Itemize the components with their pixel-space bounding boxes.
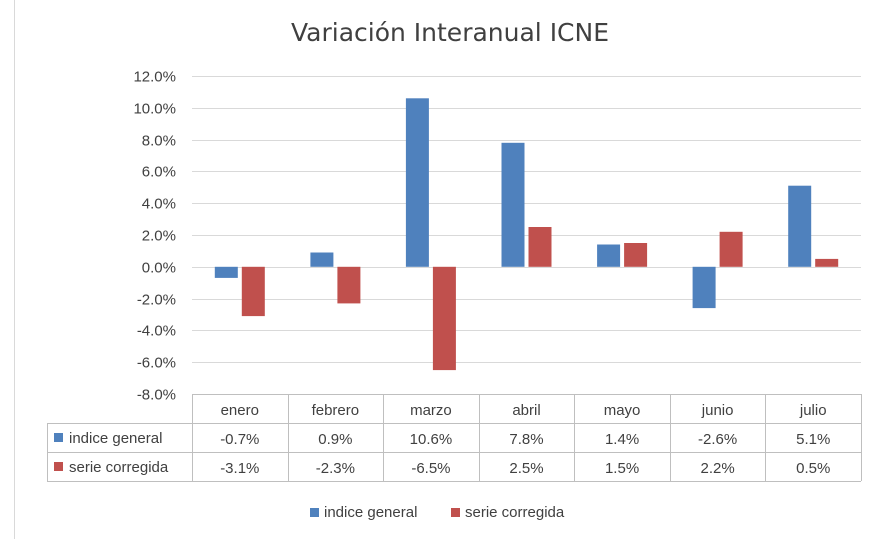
bar-indice-general-abril xyxy=(501,142,525,267)
chart-title: Variación Interanual ICNE xyxy=(291,18,609,47)
y-tick-label: -4.0% xyxy=(137,323,176,340)
category-label: febrero xyxy=(312,402,360,419)
frame-left-border xyxy=(14,0,15,539)
bar-indice-general-junio xyxy=(692,266,716,309)
legend: indice general serie corregida xyxy=(310,504,565,521)
y-tick-label: 6.0% xyxy=(142,164,176,181)
bar-indice-general-julio xyxy=(788,185,812,267)
legend-label: indice general xyxy=(324,504,417,521)
category-label: mayo xyxy=(604,402,641,419)
bars xyxy=(214,98,839,371)
y-tick-label: 12.0% xyxy=(133,69,176,86)
y-tick-label: -2.0% xyxy=(137,292,176,309)
bar-serie-corregida-febrero xyxy=(337,266,361,304)
table-value: 5.1% xyxy=(796,431,830,448)
table-value: 2.5% xyxy=(509,460,543,477)
gridlines xyxy=(192,76,861,395)
table-value: -2.3% xyxy=(316,460,355,477)
y-tick-label: -8.0% xyxy=(137,387,176,404)
table-legend-key xyxy=(54,433,63,442)
y-tick-label: 2.0% xyxy=(142,228,176,245)
legend-key xyxy=(310,508,319,517)
bar-serie-corregida-mayo xyxy=(624,243,648,267)
data-table: enero febrero marzo abril mayo junio julio indi… xyxy=(47,394,862,482)
category-label: junio xyxy=(701,402,734,419)
y-axis-ticks: 12.0% 10.0% 8.0% 6.0% 4.0% 2.0% 0.0% -2.0% -4.0%… xyxy=(133,69,176,404)
bar-serie-corregida-abril xyxy=(528,227,552,267)
bar-serie-corregida-julio xyxy=(815,258,839,267)
bar-serie-corregida-enero xyxy=(241,266,265,317)
table-value: 7.8% xyxy=(509,431,543,448)
bar-serie-corregida-marzo xyxy=(432,266,456,371)
table-value: 1.4% xyxy=(605,431,639,448)
table-legend-key xyxy=(54,462,63,471)
y-tick-label: -6.0% xyxy=(137,355,176,372)
table-value: -6.5% xyxy=(411,460,450,477)
table-value: -0.7% xyxy=(220,431,259,448)
category-label: julio xyxy=(799,402,827,419)
y-tick-label: 4.0% xyxy=(142,196,176,213)
table-value: -2.6% xyxy=(698,431,737,448)
table-series-name: indice general xyxy=(69,430,162,447)
y-tick-label: 0.0% xyxy=(142,260,176,277)
legend-label: serie corregida xyxy=(465,504,565,521)
table-value: 1.5% xyxy=(605,460,639,477)
bar-indice-general-mayo xyxy=(597,244,621,267)
category-label: enero xyxy=(221,402,259,419)
table-value: 0.9% xyxy=(318,431,352,448)
category-label: abril xyxy=(512,402,540,419)
table-value: 2.2% xyxy=(701,460,735,477)
table-value: 0.5% xyxy=(796,460,830,477)
table-value: -3.1% xyxy=(220,460,259,477)
legend-key xyxy=(451,508,460,517)
bar-serie-corregida-junio xyxy=(719,231,743,267)
bar-indice-general-enero xyxy=(214,266,238,278)
bar-indice-general-marzo xyxy=(405,98,429,267)
y-tick-label: 10.0% xyxy=(133,101,176,118)
category-label: marzo xyxy=(410,402,452,419)
y-tick-label: 8.0% xyxy=(142,133,176,150)
table-series-name: serie corregida xyxy=(69,459,169,476)
table-value: 10.6% xyxy=(410,431,453,448)
bar-indice-general-febrero xyxy=(310,252,334,267)
